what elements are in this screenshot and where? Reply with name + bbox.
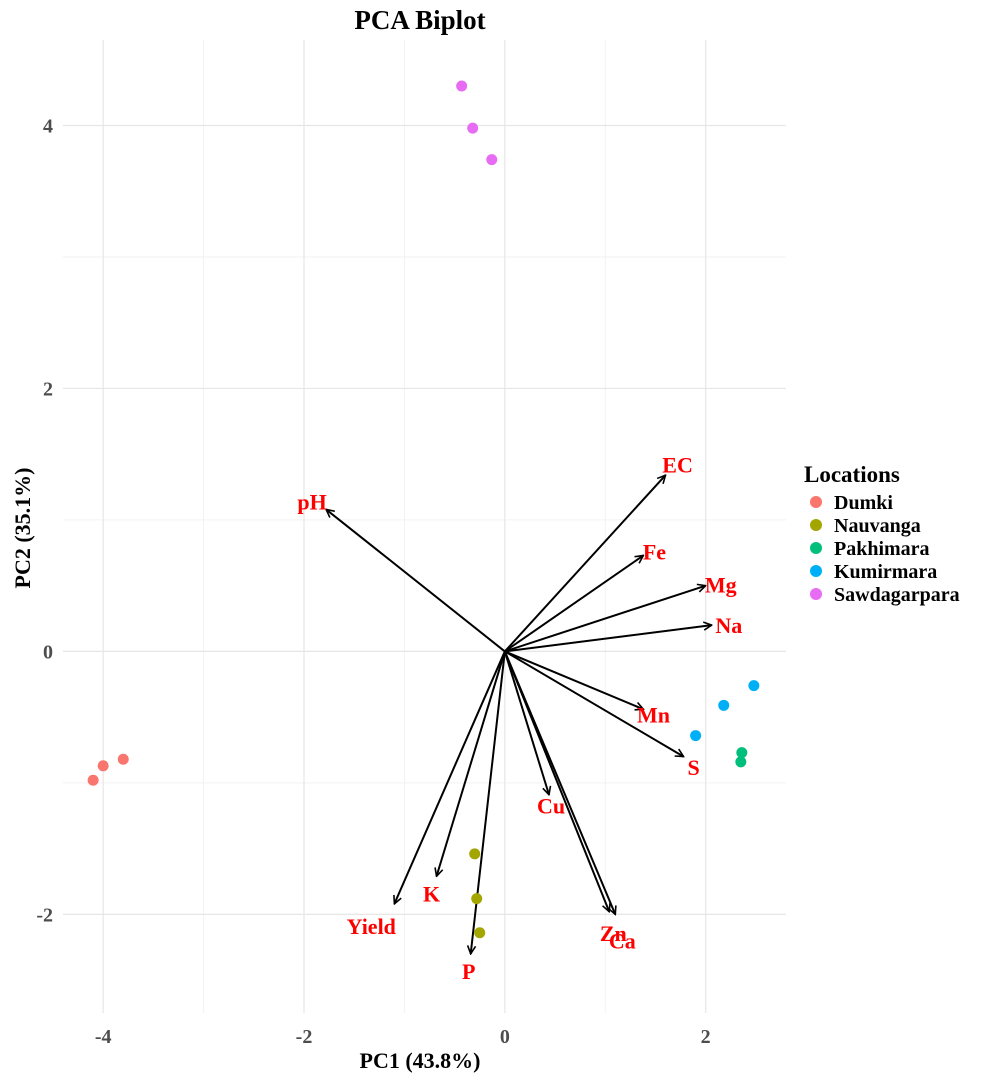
loading-label-mn: Mn (637, 703, 670, 728)
y-tick-label: -2 (36, 904, 53, 926)
loading-label-ec: EC (662, 453, 693, 478)
y-tick-label: 2 (43, 378, 53, 400)
x-tick-label: 2 (701, 1026, 711, 1048)
point-nauvanga (469, 848, 481, 860)
x-tick-label: -4 (95, 1026, 112, 1048)
legend-marker-dumki (810, 496, 822, 508)
loading-label-ca: Ca (609, 929, 636, 954)
loading-arrow-ec (504, 475, 666, 653)
loading-label-na: Na (715, 613, 742, 638)
y-tick-label: 0 (43, 641, 53, 663)
point-pakhimara (736, 747, 748, 759)
loading-label-zn: Zn (600, 921, 627, 946)
grid-lines (63, 40, 786, 1013)
legend-marker-kumirmara (810, 565, 822, 577)
point-kumirmara (748, 680, 760, 692)
loading-arrow-cu (503, 651, 549, 794)
legend-label-pakhimara: Pakhimara (834, 538, 930, 560)
loading-label-p: P (462, 959, 475, 984)
legend-label-nauvanga: Nauvanga (834, 515, 921, 537)
point-dumki (97, 760, 109, 772)
legend: Locations DumkiNauvangaPakhimaraKumirmar… (804, 462, 960, 606)
loading-label-mg: Mg (705, 572, 737, 597)
point-kumirmara (690, 730, 702, 742)
legend-marker-pakhimara (810, 542, 822, 554)
loading-label-cu: Cu (537, 793, 565, 818)
legend-entries: DumkiNauvangaPakhimaraKumirmaraSawdagarp… (810, 492, 960, 606)
point-nauvanga (471, 893, 483, 905)
legend-label-dumki: Dumki (834, 492, 893, 514)
loading-arrow-fe (504, 555, 644, 653)
x-tick-label: 0 (500, 1026, 510, 1048)
loading-arrow-yield (394, 651, 506, 903)
point-dumki (117, 753, 129, 765)
point-dumki (87, 774, 99, 786)
legend-label-sawdagarpara: Sawdagarpara (834, 584, 960, 606)
point-nauvanga (474, 927, 486, 939)
legend-title: Locations (804, 462, 900, 487)
loading-arrows (326, 475, 712, 954)
loading-arrow-p (471, 651, 506, 953)
x-tick-label: -2 (296, 1026, 313, 1048)
chart-title: PCA Biplot (354, 5, 485, 35)
score-points (87, 80, 760, 939)
point-sawdagarpara (456, 80, 468, 92)
loading-arrow-ph (326, 509, 506, 653)
loading-label-ph: pH (297, 490, 326, 515)
loading-arrow-s (504, 650, 684, 756)
point-kumirmara (718, 699, 730, 711)
y-axis-label: PC2 (35.1%) (10, 468, 35, 589)
loading-arrow-k (437, 651, 506, 876)
x-axis-label: PC1 (43.8%) (360, 1048, 481, 1073)
point-pakhimara (735, 756, 747, 768)
loading-arrow-na (504, 625, 712, 653)
loading-arrow-ca (503, 651, 615, 914)
point-sawdagarpara (467, 122, 479, 134)
point-sawdagarpara (486, 154, 498, 166)
legend-marker-sawdagarpara (810, 588, 822, 600)
loading-label-k: K (423, 881, 440, 906)
loading-label-yield: Yield (347, 914, 396, 939)
loading-label-fe: Fe (643, 539, 666, 564)
axis-ticks: -4 -2 0 2 -2 0 2 4 (36, 115, 710, 1048)
y-tick-label: 4 (43, 115, 53, 137)
loading-arrow-mn (504, 650, 644, 709)
legend-label-kumirmara: Kumirmara (834, 561, 937, 583)
loading-label-s: S (687, 755, 699, 780)
legend-marker-nauvanga (810, 519, 822, 531)
loading-arrow-mg (504, 586, 706, 653)
